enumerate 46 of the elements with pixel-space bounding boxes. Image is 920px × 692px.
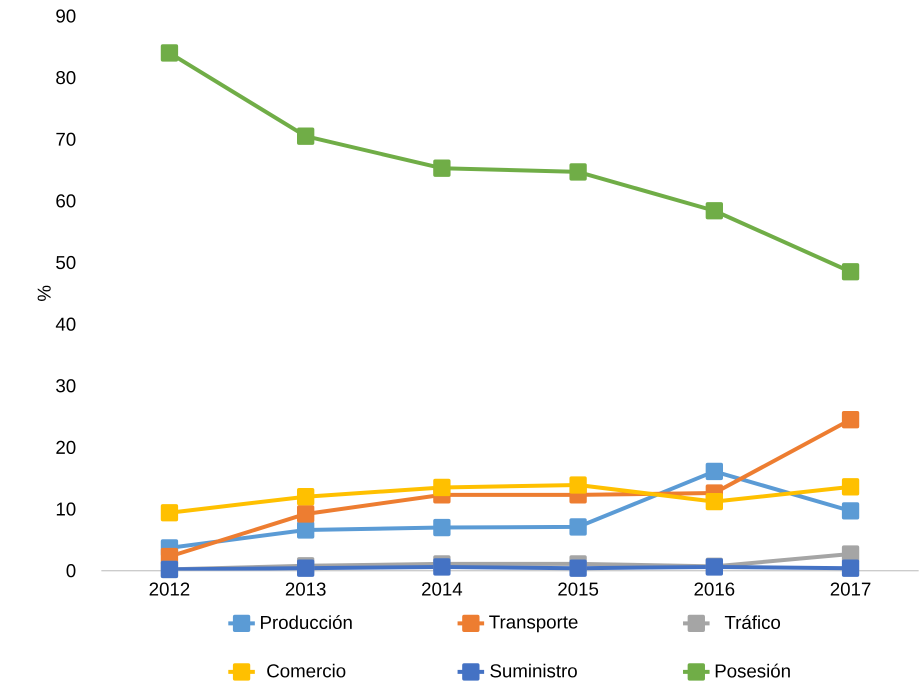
- legend-label: Tráfico: [724, 615, 780, 630]
- y-tick-label: 90: [56, 9, 76, 23]
- point: [433, 478, 451, 496]
- legend-label: Suministro: [490, 664, 577, 678]
- y-tick-label: 10: [56, 502, 76, 516]
- point: [842, 263, 860, 280]
- point: [842, 560, 860, 577]
- x-tick-label: 2012: [150, 582, 190, 596]
- legend-label: Transporte: [489, 616, 578, 632]
- point: [297, 560, 314, 577]
- y-tick-label: 60: [56, 194, 76, 208]
- point: [706, 492, 724, 510]
- point: [706, 462, 724, 480]
- point: [160, 504, 178, 522]
- point: [433, 160, 451, 177]
- point: [569, 163, 587, 181]
- y-tick-label: 70: [56, 132, 76, 146]
- point: [433, 558, 451, 576]
- y-tick-label: 50: [56, 256, 76, 270]
- y-tick-label: 30: [56, 379, 76, 392]
- point: [569, 560, 587, 577]
- point: [297, 128, 314, 145]
- x-tick-label: 2014: [422, 582, 462, 596]
- legend-label: Comercio: [267, 664, 346, 678]
- x-tick-label: 2016: [694, 582, 734, 596]
- point: [297, 521, 314, 539]
- point: [842, 478, 860, 496]
- x-tick-label: 2017: [830, 582, 870, 596]
- point: [706, 202, 724, 220]
- point: [433, 518, 451, 536]
- point: [569, 518, 587, 536]
- legend-label: Producción: [261, 615, 352, 630]
- legend-label: Posesión: [716, 664, 790, 678]
- y-tick-label: 20: [56, 440, 76, 454]
- y-tick-label: 0: [66, 564, 76, 578]
- y-tick-label: 80: [56, 71, 76, 84]
- point: [297, 488, 314, 506]
- x-tick-label: 2013: [286, 582, 326, 596]
- point: [569, 476, 587, 494]
- y-axis-title: %: [38, 286, 51, 301]
- point: [842, 502, 860, 520]
- y-tick-label: 40: [56, 318, 76, 331]
- point: [297, 505, 314, 523]
- x-tick-label: 2015: [558, 582, 598, 596]
- point: [842, 411, 860, 428]
- point: [160, 44, 178, 62]
